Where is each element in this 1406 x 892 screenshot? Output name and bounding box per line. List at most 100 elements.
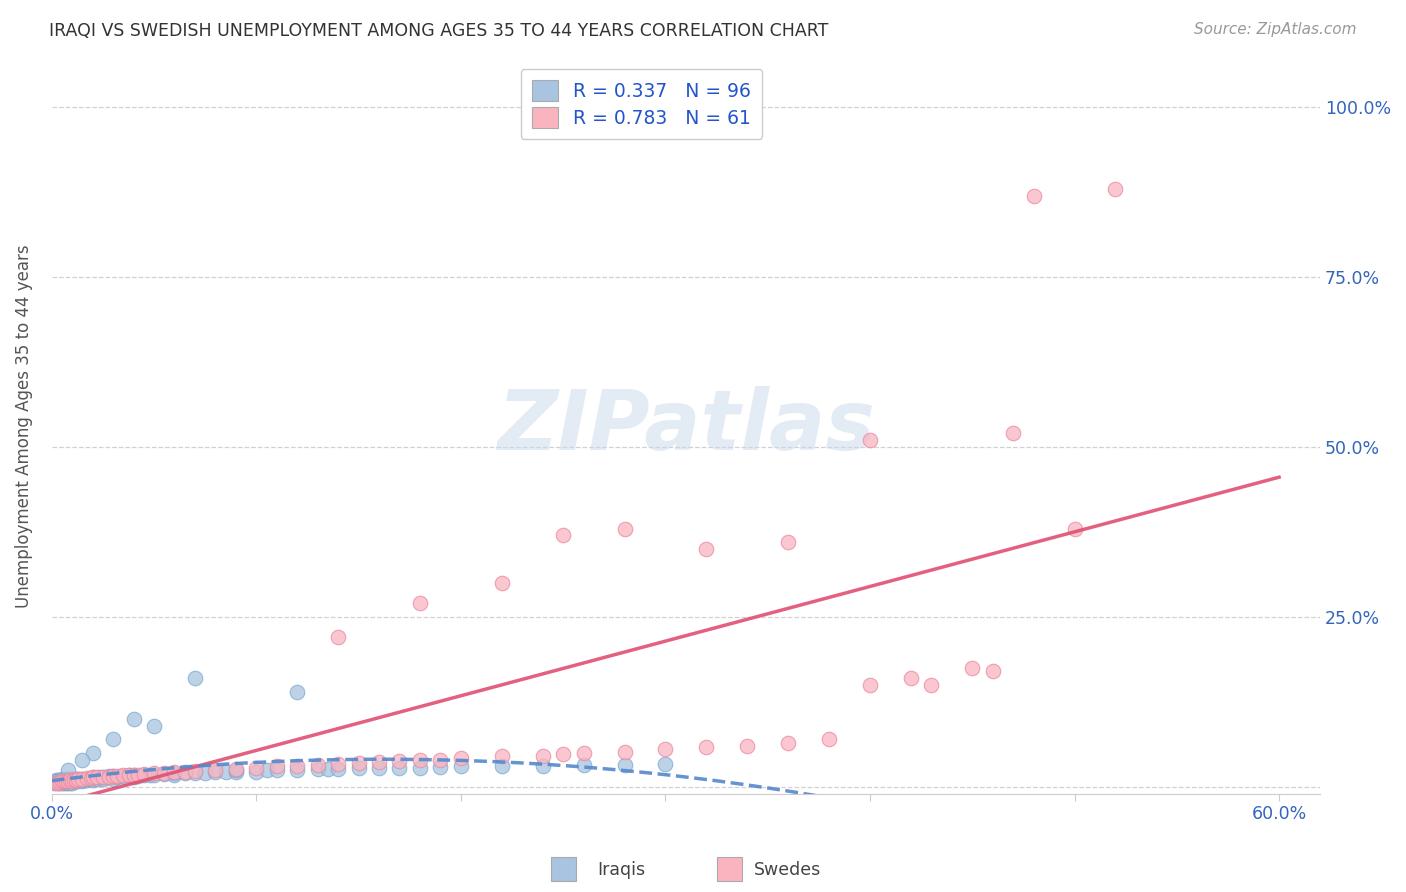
Point bbox=[72, 772, 94, 786]
Point bbox=[266, 763, 288, 777]
Point bbox=[491, 759, 513, 773]
Point bbox=[491, 576, 513, 591]
Point bbox=[112, 768, 135, 782]
Point bbox=[450, 751, 472, 765]
Point bbox=[110, 769, 132, 783]
Point bbox=[49, 774, 72, 789]
Point bbox=[53, 776, 76, 790]
Point bbox=[45, 774, 67, 789]
Point bbox=[613, 522, 636, 536]
Point bbox=[153, 767, 176, 781]
Point bbox=[153, 766, 176, 780]
Point bbox=[42, 776, 65, 790]
Point bbox=[256, 763, 278, 777]
Text: ZIPatlas: ZIPatlas bbox=[496, 386, 875, 467]
Point bbox=[695, 740, 717, 755]
Point bbox=[307, 758, 329, 772]
Point bbox=[429, 760, 451, 774]
Point bbox=[105, 769, 128, 783]
Point bbox=[859, 678, 882, 692]
Point bbox=[572, 746, 595, 760]
Point bbox=[920, 678, 942, 692]
Point bbox=[118, 768, 141, 782]
Point bbox=[285, 763, 308, 777]
Point bbox=[46, 776, 69, 790]
Point bbox=[101, 769, 124, 783]
Point bbox=[132, 767, 155, 781]
Point bbox=[46, 774, 69, 789]
Text: Swedes: Swedes bbox=[754, 861, 821, 880]
Point bbox=[143, 719, 166, 733]
Text: Iraqis: Iraqis bbox=[598, 861, 645, 880]
Point bbox=[59, 773, 82, 788]
Point bbox=[63, 773, 86, 788]
Point bbox=[491, 749, 513, 764]
Legend: R = 0.337   N = 96, R = 0.783   N = 61: R = 0.337 N = 96, R = 0.783 N = 61 bbox=[520, 69, 762, 139]
Point bbox=[818, 732, 841, 747]
Point bbox=[553, 747, 575, 762]
Point bbox=[127, 769, 149, 783]
Point bbox=[613, 758, 636, 772]
Point bbox=[613, 745, 636, 759]
Point bbox=[101, 772, 124, 786]
Text: Source: ZipAtlas.com: Source: ZipAtlas.com bbox=[1194, 22, 1357, 37]
Point bbox=[91, 770, 114, 784]
Point bbox=[184, 671, 207, 685]
Point bbox=[204, 763, 226, 777]
Point bbox=[163, 767, 186, 781]
Point bbox=[45, 776, 67, 790]
Point bbox=[572, 758, 595, 772]
Point bbox=[122, 767, 145, 781]
Point bbox=[163, 766, 186, 780]
Point bbox=[122, 767, 145, 781]
Point bbox=[139, 768, 162, 782]
Point bbox=[450, 759, 472, 773]
Point bbox=[53, 773, 76, 788]
Point bbox=[60, 773, 83, 788]
Point bbox=[531, 759, 554, 773]
Point bbox=[51, 772, 73, 786]
Point bbox=[368, 756, 391, 770]
Point bbox=[204, 764, 226, 779]
Point bbox=[1104, 182, 1126, 196]
Point bbox=[67, 772, 90, 786]
Point bbox=[316, 762, 339, 776]
Point bbox=[60, 774, 83, 789]
Point bbox=[63, 774, 86, 789]
Point bbox=[96, 770, 118, 784]
Point bbox=[388, 754, 411, 768]
Point bbox=[86, 770, 108, 784]
Point bbox=[72, 774, 94, 789]
Point bbox=[60, 776, 83, 790]
Point bbox=[326, 762, 349, 776]
Point bbox=[429, 753, 451, 767]
Point bbox=[245, 761, 267, 775]
Point bbox=[245, 764, 267, 779]
Point bbox=[184, 766, 207, 780]
Point bbox=[695, 541, 717, 556]
Point bbox=[56, 776, 79, 790]
Point bbox=[114, 770, 136, 784]
Point bbox=[101, 732, 124, 747]
Point bbox=[778, 535, 800, 549]
Point bbox=[56, 774, 79, 789]
Point bbox=[63, 772, 86, 786]
Point bbox=[76, 771, 98, 785]
Point bbox=[69, 773, 91, 788]
Point bbox=[531, 748, 554, 763]
Point bbox=[1002, 426, 1025, 441]
Point bbox=[654, 756, 676, 771]
Point bbox=[101, 769, 124, 783]
Point bbox=[105, 770, 128, 784]
Y-axis label: Unemployment Among Ages 35 to 44 years: Unemployment Among Ages 35 to 44 years bbox=[15, 244, 32, 608]
Point bbox=[49, 775, 72, 789]
Point bbox=[51, 774, 73, 789]
Point bbox=[409, 753, 432, 767]
Point bbox=[347, 756, 370, 770]
Point bbox=[184, 764, 207, 778]
Point bbox=[368, 761, 391, 775]
Point bbox=[900, 671, 922, 685]
Point bbox=[163, 764, 186, 779]
Point bbox=[173, 766, 195, 780]
Point bbox=[409, 761, 432, 775]
